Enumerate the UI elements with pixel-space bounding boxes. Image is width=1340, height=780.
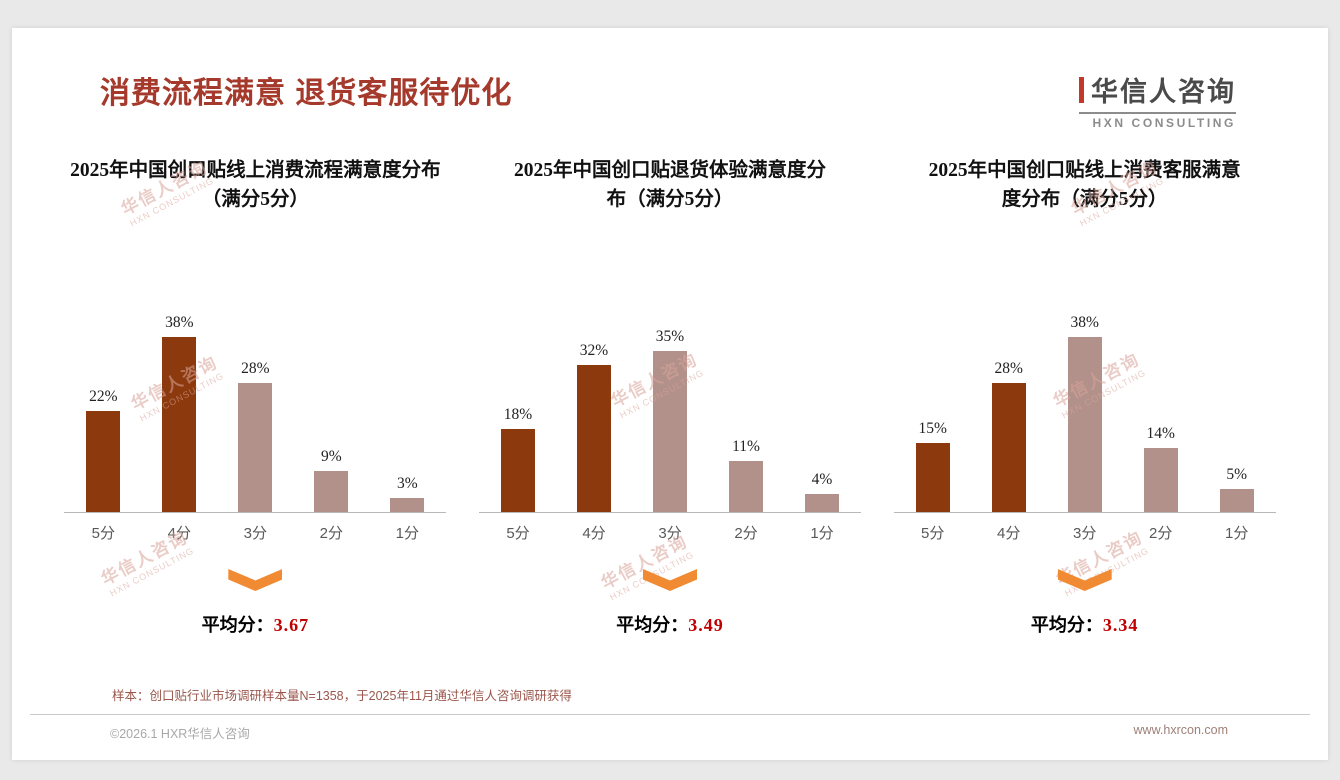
bar [501,429,535,512]
chart-title: 2025年中国创口贴线上消费客服满意度分布（满分5分） [928,160,1241,211]
average-score: 平均分：3.49 [616,611,724,637]
bar [162,337,197,512]
bar-value-label: 28% [994,360,1023,377]
average-value: 3.49 [688,615,724,635]
category-label: 4分 [167,525,191,542]
bar [915,443,950,512]
bar-column: 38% [1047,314,1123,512]
bar-column: 22% [65,388,141,512]
sample-footnote: 样本：创口贴行业市场调研样本量N=1358，于2025年11月通过华信人咨询调研… [112,689,572,703]
charts-row: 2025年中国创口贴线上消费流程满意度分布（满分5分） 22% 38% 28% 9% 3… [12,156,1328,637]
bar-column: 4% [784,471,860,512]
average-value: 3.34 [1102,615,1139,635]
bar [653,351,687,512]
bar-value-label: 15% [918,420,947,437]
bar-value-label: 35% [655,328,685,345]
bar-column: 15% [895,420,971,512]
category-label: 5分 [91,525,115,542]
category-label: 5分 [506,525,530,542]
category-label: 1分 [810,525,834,542]
bar-value-label: 28% [241,360,270,377]
category-label: 1分 [395,525,419,542]
bar-value-label: 38% [165,314,194,331]
bar [238,383,273,512]
bar-value-label: 4% [811,471,833,488]
brand-logo: 华信人咨询 HXN CONSULTING [1079,70,1236,130]
bar-plot: 22% 38% 28% 9% 3% [64,298,447,513]
bar-value-label: 22% [89,388,118,405]
bar [86,411,121,512]
bar [390,498,425,512]
category-label: 2分 [734,525,758,542]
chart-return-satisfaction: 2025年中国创口贴退货体验满意度分布（满分5分） 18% 32% 35% 11% 4%… [463,156,878,637]
x-axis-labels: 5分 4分 3分 2分 1分 [479,522,861,543]
bar [577,365,611,512]
chart-service-satisfaction: 2025年中国创口贴线上消费客服满意度分布（满分5分） 15% 28% 38% 14%… [877,156,1292,637]
bar [314,471,349,512]
logo-en-text: HXN CONSULTING [1079,112,1236,130]
bar [805,494,839,512]
x-axis-labels: 5分 4分 3分 2分 1分 [894,522,1276,543]
down-arrow-icon [1057,569,1112,591]
chart-title: 2025年中国创口贴退货体验满意度分布（满分5分） [513,160,826,211]
bar [1219,489,1254,512]
down-arrow-icon [643,569,697,591]
bar-column: 28% [971,360,1047,512]
bar-column: 28% [217,360,293,512]
average-score: 平均分：3.67 [202,611,310,637]
chart-title: 2025年中国创口贴线上消费流程满意度分布（满分5分） [70,160,441,211]
chart-process-satisfaction: 2025年中国创口贴线上消费流程满意度分布（满分5分） 22% 38% 28% 9% 3… [48,156,463,637]
x-axis-labels: 5分 4分 3分 2分 1分 [64,522,446,543]
bar-column: 3% [369,475,445,512]
category-label: 4分 [582,525,606,542]
average-value: 3.67 [273,615,310,635]
bar-plot: 15% 28% 38% 14% 5% [893,298,1276,513]
bar-value-label: 18% [503,406,533,423]
category-label: 5分 [921,525,945,542]
bar-column: 5% [1199,466,1275,512]
bar-column: 38% [141,314,217,512]
average-label: 平均分： [616,615,689,635]
bar-column: 9% [293,448,369,512]
logo-mark-icon [1079,76,1084,103]
bar [729,461,763,512]
header: 消费流程满意 退货客服待优化 华信人咨询 HXN CONSULTING [12,28,1328,130]
bar-value-label: 32% [579,342,609,359]
bar-column: 18% [480,406,556,512]
bar-value-label: 38% [1070,314,1099,331]
slide-card: 华信人咨询 HXN CONSULTING 华信人咨询 HXN CONSULTIN… [12,28,1328,760]
bar-plot: 18% 32% 35% 11% 4% [479,298,861,513]
down-arrow-icon [228,569,283,591]
category-label: 2分 [1149,525,1173,542]
logo-cn-text: 华信人咨询 [1091,77,1236,107]
bar [1067,337,1102,512]
footer-divider [30,714,1310,715]
bar-column: 35% [632,328,708,512]
bar-value-label: 3% [396,475,418,492]
bar-value-label: 9% [320,448,342,465]
category-label: 2分 [319,525,343,542]
average-label: 平均分： [1030,615,1103,635]
bar-column: 14% [1123,425,1199,512]
category-label: 4分 [997,525,1021,542]
website-url: www.hxrcon.com [1133,723,1228,737]
page-title: 消费流程满意 退货客服待优化 [100,77,513,110]
bar-column: 32% [556,342,632,512]
category-label: 1分 [1225,525,1249,542]
bar-value-label: 14% [1146,425,1175,442]
footer: ©2026.1 HXR华信人咨询 www.hxrcon.com [12,715,1328,760]
bar [1143,448,1178,512]
average-label: 平均分： [201,615,274,635]
category-label: 3分 [243,525,267,542]
bar-value-label: 11% [732,438,760,455]
bar [991,383,1026,512]
category-label: 3分 [1073,525,1097,542]
average-score: 平均分：3.34 [1031,611,1139,637]
bar-column: 11% [708,438,784,512]
copyright-text: ©2026.1 HXR华信人咨询 [110,727,250,741]
category-label: 3分 [658,525,682,542]
bar-value-label: 5% [1226,466,1247,483]
